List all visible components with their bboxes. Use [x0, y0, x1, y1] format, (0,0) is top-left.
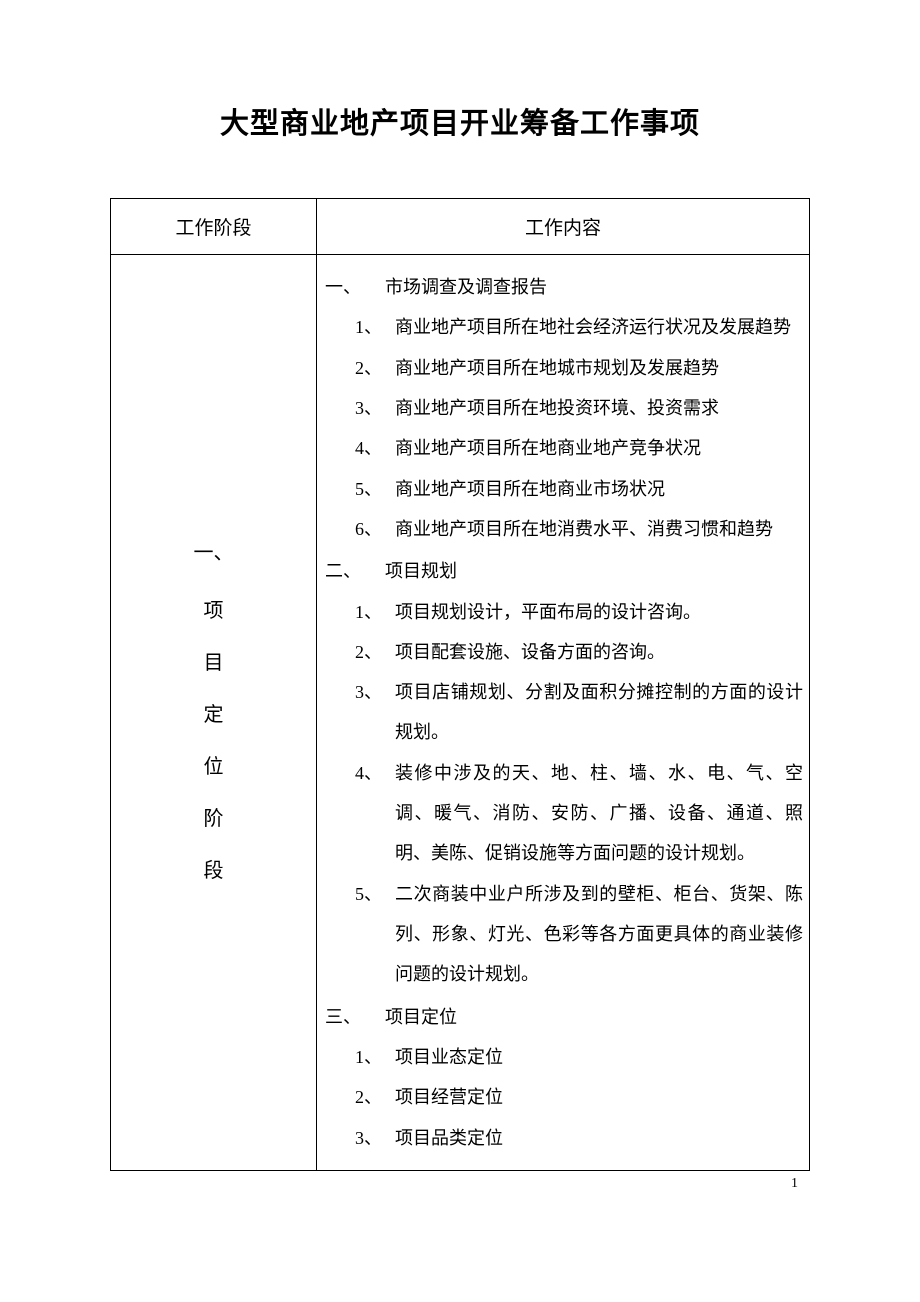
document-title: 大型商业地产项目开业筹备工作事项 — [110, 100, 810, 142]
section-title: 市场调查及调查报告 — [385, 267, 803, 307]
list-item: 2、项目配套设施、设备方面的咨询。 — [323, 632, 803, 672]
section-heading: 一、 市场调查及调查报告 — [323, 267, 803, 307]
phase-char: 项 — [121, 585, 306, 637]
list-item: 1、商业地产项目所在地社会经济运行状况及发展趋势 — [323, 307, 803, 347]
list-item: 5、二次商装中业户所涉及到的壁柜、柜台、货架、陈列、形象、灯光、色彩等各方面更具… — [323, 874, 803, 995]
list-item: 3、项目品类定位 — [323, 1118, 803, 1158]
list-item: 5、商业地产项目所在地商业市场状况 — [323, 469, 803, 509]
phase-char: 定 — [121, 689, 306, 741]
section: 二、 项目规划 1、项目规划设计，平面布局的设计咨询。 2、项目配套设施、设备方… — [323, 551, 803, 994]
list-item: 3、项目店铺规划、分割及面积分摊控制的方面的设计规划。 — [323, 672, 803, 753]
section-heading: 三、 项目定位 — [323, 997, 803, 1037]
list-item: 4、商业地产项目所在地商业地产竞争状况 — [323, 428, 803, 468]
section: 三、 项目定位 1、项目业态定位 2、项目经营定位 3、项目品类定位 — [323, 997, 803, 1158]
phase-number: 一、 — [121, 527, 306, 579]
list-item: 1、项目规划设计，平面布局的设计咨询。 — [323, 592, 803, 632]
table-header-row: 工作阶段 工作内容 — [111, 199, 810, 255]
work-table: 工作阶段 工作内容 一、 项 目 定 位 阶 段 一、 — [110, 198, 810, 1171]
section: 一、 市场调查及调查报告 1、商业地产项目所在地社会经济运行状况及发展趋势 2、… — [323, 267, 803, 549]
list-item: 4、装修中涉及的天、地、柱、墙、水、电、气、空调、暖气、消防、安防、广播、设备、… — [323, 753, 803, 874]
section-title: 项目规划 — [385, 551, 803, 591]
phase-char: 目 — [121, 637, 306, 689]
document-page: 大型商业地产项目开业筹备工作事项 工作阶段 工作内容 一、 项 目 定 位 阶 … — [0, 0, 920, 1171]
section-heading: 二、 项目规划 — [323, 551, 803, 591]
phase-char: 位 — [121, 741, 306, 793]
list-item: 3、商业地产项目所在地投资环境、投资需求 — [323, 388, 803, 428]
list-item: 1、项目业态定位 — [323, 1037, 803, 1077]
list-item: 2、商业地产项目所在地城市规划及发展趋势 — [323, 348, 803, 388]
header-phase: 工作阶段 — [111, 199, 317, 255]
header-content: 工作内容 — [317, 199, 810, 255]
section-title: 项目定位 — [385, 997, 803, 1037]
content-cell: 一、 市场调查及调查报告 1、商业地产项目所在地社会经济运行状况及发展趋势 2、… — [317, 255, 810, 1171]
section-num: 三、 — [323, 997, 385, 1037]
phase-char: 阶 — [121, 793, 306, 845]
section-num: 二、 — [323, 551, 385, 591]
section-num: 一、 — [323, 267, 385, 307]
phase-cell: 一、 项 目 定 位 阶 段 — [111, 255, 317, 1171]
table-row: 一、 项 目 定 位 阶 段 一、 市场调查及调查报告 1、商业地产项目所在地社… — [111, 255, 810, 1171]
list-item: 6、商业地产项目所在地消费水平、消费习惯和趋势 — [323, 509, 803, 549]
page-number: 1 — [791, 1176, 798, 1192]
list-item: 2、项目经营定位 — [323, 1077, 803, 1117]
phase-char: 段 — [121, 845, 306, 897]
